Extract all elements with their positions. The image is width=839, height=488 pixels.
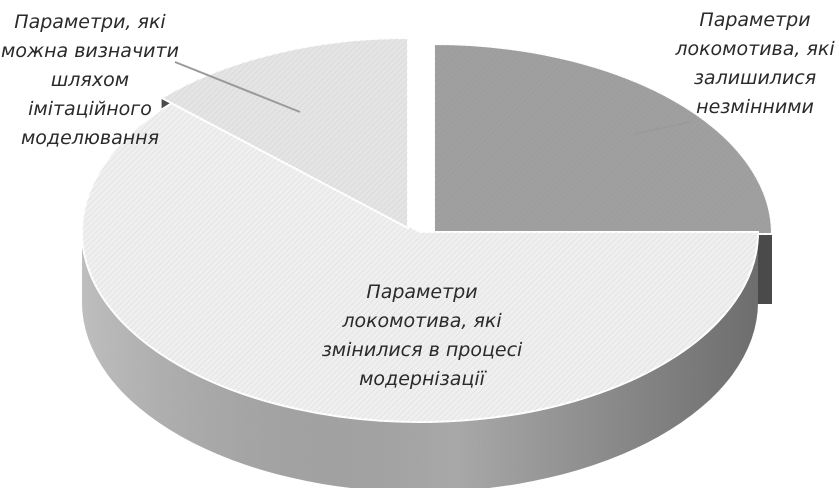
- pie-slice-side: [82, 232, 758, 488]
- slice-label-line: Параметри: [699, 9, 810, 31]
- slice-label-line: локомотива, які: [341, 310, 502, 332]
- slice-label-line: залишилися: [694, 67, 816, 89]
- slice-label: Параметри локомотива, які залишилися незмін…: [674, 9, 835, 118]
- slice-label-line: можна визначити: [1, 40, 179, 62]
- slice-label-line: моделювання: [21, 127, 159, 149]
- pie-slice: [433, 42, 774, 235]
- leader-line: [174, 61, 301, 113]
- slice-label: Параметри локомотива, які змінилися в проц…: [322, 281, 523, 390]
- pie-tops: [81, 36, 774, 423]
- slice-label-line: імітаційного: [28, 98, 152, 120]
- slice-label-line: локомотива, які: [674, 38, 835, 60]
- slice-label-line: Параметри: [366, 281, 477, 303]
- slice-label-line: незмінними: [696, 96, 814, 118]
- slice-labels: Параметри локомотива, які залишилися незмін…: [1, 9, 835, 390]
- pie-slice: [81, 100, 760, 423]
- slice-label-line: шляхом: [51, 69, 129, 91]
- slice-label-line: Параметри, які: [14, 11, 166, 33]
- leader-line: [634, 121, 691, 135]
- leader-lines: [174, 61, 691, 135]
- pie-slice: [159, 36, 409, 230]
- slice-label-line: модернізації: [359, 368, 488, 390]
- slice-label: Параметри, які можна визначити шляхом іміта…: [1, 11, 179, 149]
- slice-label-line: змінилися в процесі: [322, 339, 523, 361]
